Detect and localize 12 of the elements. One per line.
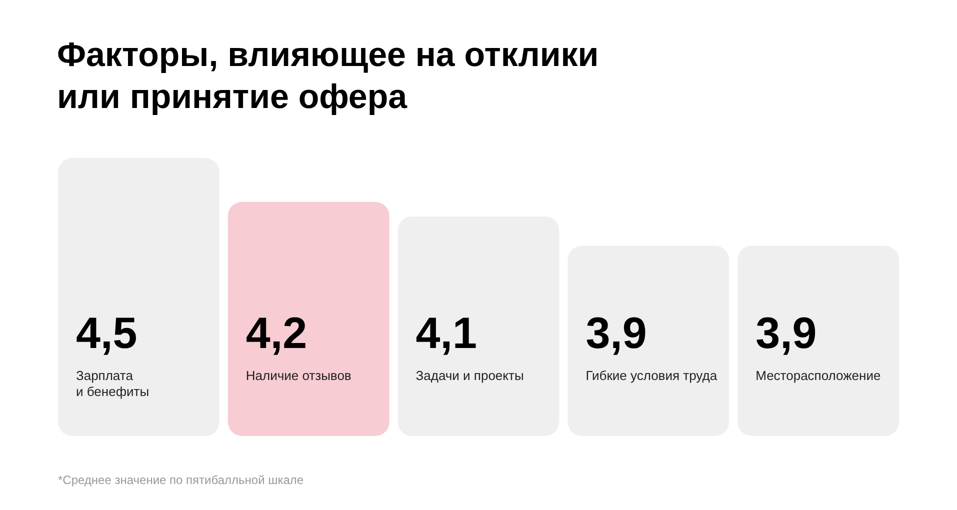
data-label: 3,9 <box>586 309 647 358</box>
x-tick-label: Гибкие условия труда <box>586 368 718 383</box>
x-tick-label: Месторасположение <box>756 368 881 383</box>
chart-title: Факторы, влияющее на отклики или принятие офера <box>57 36 599 116</box>
text: *Среднее значение по пятибалльной шкале <box>58 473 304 487</box>
data-label: 3,9 <box>756 309 817 358</box>
data-label: 4,1 <box>416 309 477 358</box>
data-label: 4,2 <box>246 309 308 358</box>
x-tick-label: Зарплата и бенефиты <box>76 368 150 399</box>
data-label: 4,5 <box>76 309 138 358</box>
x-tick-label: Задачи и проекты <box>416 368 524 383</box>
x-tick-label: Наличие отзывов <box>246 368 352 383</box>
